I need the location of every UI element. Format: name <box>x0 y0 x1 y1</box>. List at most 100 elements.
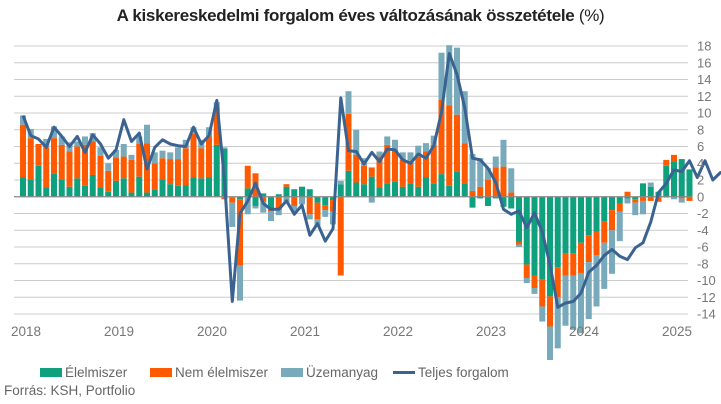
bar-segment <box>213 144 220 197</box>
x-tick-label: 2022 <box>383 324 413 339</box>
bar-segment <box>128 159 135 193</box>
bar-segment <box>531 275 538 289</box>
legend-item-food: Élelmiszer <box>40 365 127 380</box>
bar-segment <box>376 187 383 197</box>
legend-swatch-food <box>40 368 62 377</box>
bar-segment <box>686 169 693 197</box>
source-note: Forrás: KSH, Portfolio <box>4 383 136 398</box>
legend-label-food: Élelmiszer <box>65 365 128 380</box>
bar-segment <box>322 196 329 206</box>
bar-segment <box>268 210 274 222</box>
bar-segment <box>190 133 197 178</box>
bar-segment <box>554 267 561 298</box>
bar-segment <box>647 196 654 201</box>
bar-segment <box>35 143 42 166</box>
bar-segment <box>97 187 104 197</box>
y-tick-label: 8 <box>697 122 704 137</box>
y-tick-label: -14 <box>697 307 716 322</box>
bar-segment <box>105 170 112 192</box>
bar-segment <box>407 152 414 161</box>
bar-segment <box>159 150 166 159</box>
bar-segment <box>547 326 553 360</box>
bar-segment <box>291 189 298 197</box>
bar-segment <box>384 183 391 197</box>
bar-segment <box>508 192 515 197</box>
bar-segment <box>74 178 81 197</box>
bar-segment <box>252 205 259 209</box>
bar-segment <box>647 182 654 187</box>
bar-segment <box>89 174 96 197</box>
bar-segment <box>151 189 158 197</box>
x-tick-label: 2025 <box>662 324 692 339</box>
bar-segment <box>500 139 507 167</box>
bar-segment <box>477 186 484 197</box>
gridlines <box>14 45 688 315</box>
bar-segment <box>353 154 360 183</box>
bar-segment <box>175 185 181 197</box>
bar-segment <box>392 149 398 182</box>
bar-segment <box>616 196 623 204</box>
bar-segment <box>159 158 166 180</box>
bar-segment <box>485 196 491 206</box>
legend-item-total: Teljes forgalom <box>393 365 509 380</box>
bar-segment <box>415 145 422 157</box>
bar-segment <box>578 272 584 334</box>
y-tick-label: -12 <box>697 290 716 305</box>
legend-swatch-fuel <box>281 368 303 377</box>
bar-segment <box>376 151 383 157</box>
legend-label-total: Teljes forgalom <box>418 365 509 380</box>
bar-segment <box>384 136 391 145</box>
bar-segment <box>671 161 677 197</box>
x-tick-label: 2021 <box>290 324 320 339</box>
bar-segment <box>314 202 321 220</box>
x-tick-label: 2023 <box>476 324 506 339</box>
bar-segment <box>268 196 274 209</box>
bar-segment <box>58 179 65 197</box>
bar-segment <box>485 180 491 197</box>
legend-item-fuel: Üzemanyag <box>281 365 378 380</box>
legend-label-nonfood: Nem élelmiszer <box>175 365 269 380</box>
bar-segment <box>516 196 522 242</box>
bar-segment <box>113 157 119 181</box>
chart-title-unit: (%) <box>578 6 605 25</box>
x-tick-label: 2018 <box>11 324 41 339</box>
bar-segment <box>624 191 631 197</box>
bar-segment <box>593 255 600 307</box>
bar-segment <box>361 184 367 197</box>
bar-segment <box>399 152 406 160</box>
bar-segment <box>128 192 135 197</box>
bar-segment <box>640 183 646 197</box>
bar-segment <box>120 156 127 179</box>
bar-segment <box>74 146 81 179</box>
bar-segment <box>283 186 290 197</box>
bar-segment <box>66 186 73 197</box>
bar-segment <box>167 184 174 197</box>
bar-segment <box>531 288 538 294</box>
bar-segment <box>585 262 592 320</box>
bar-segment <box>678 159 685 197</box>
bar-segment <box>128 154 135 160</box>
bar-segment <box>593 231 600 256</box>
bar-segment <box>376 156 383 188</box>
legend-item-nonfood: Nem élelmiszer <box>150 365 268 380</box>
bar-segment <box>151 163 158 190</box>
bar-segment <box>35 165 42 197</box>
bar-segment <box>206 136 212 178</box>
bar-segment <box>368 167 375 177</box>
bar-segment <box>353 182 360 197</box>
bar-segment <box>198 178 205 197</box>
bar-segment <box>415 186 422 197</box>
bar-segment <box>539 279 546 307</box>
bar-segment <box>27 138 34 180</box>
bar-segment <box>570 196 577 254</box>
bar-segment <box>105 191 112 197</box>
bar-segment <box>492 156 499 168</box>
y-tick-label: -8 <box>697 256 709 271</box>
bar-segment <box>244 188 251 197</box>
bar-segment <box>51 126 57 139</box>
bar-segment <box>167 159 174 185</box>
bar-segment <box>337 180 344 185</box>
bar-segment <box>229 197 236 203</box>
